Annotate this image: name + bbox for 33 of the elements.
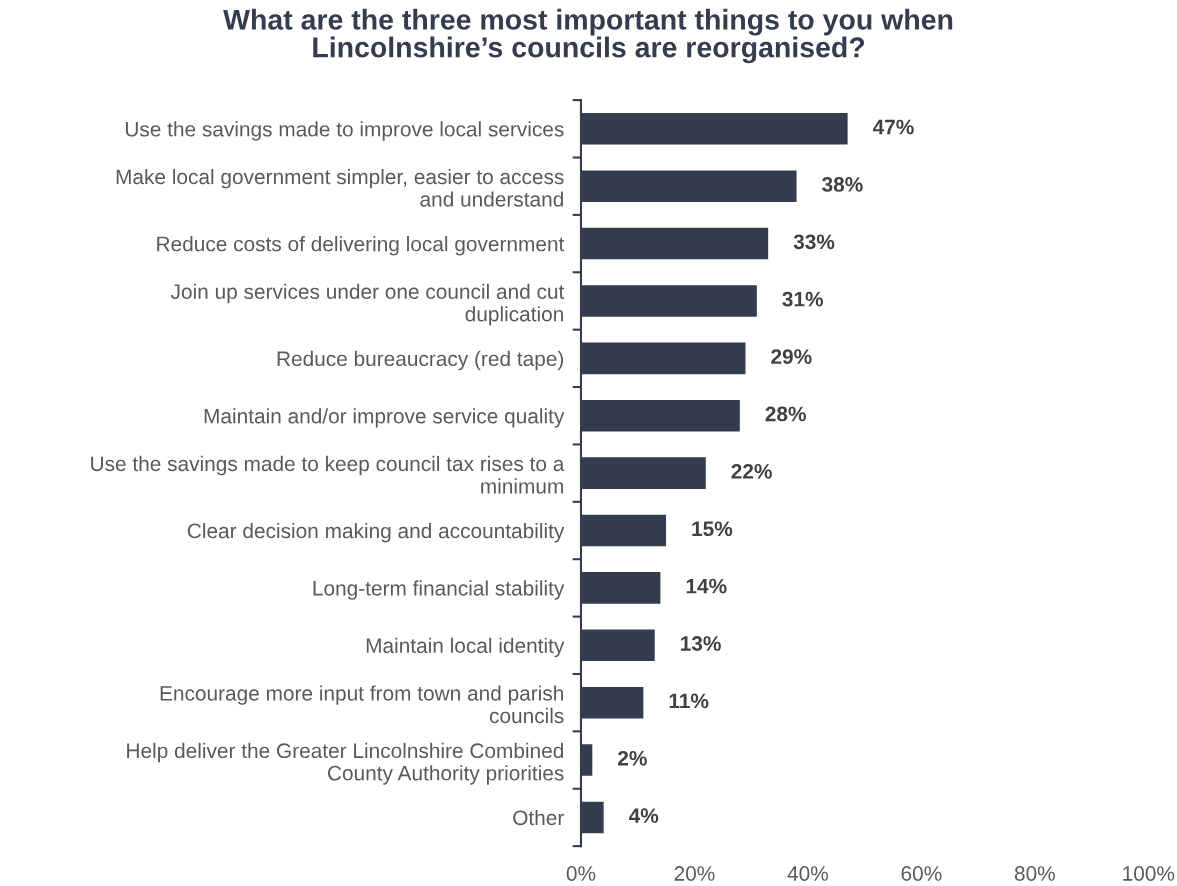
x-tick-label: 80% xyxy=(1014,866,1055,881)
y-tick-label: Encourage more input from town and parish councils xyxy=(160,685,564,724)
x-tick-label: 100% xyxy=(1123,866,1175,881)
y-tick-label: Reduce costs of delivering local government xyxy=(157,236,565,256)
y-tick-label: Other xyxy=(513,809,564,826)
y-tick-label: Help deliver the Greater Lincolnshire Combined County Authority priorities xyxy=(127,742,564,785)
x-tick-label: 40% xyxy=(787,866,828,881)
data-label: 11% xyxy=(669,693,709,709)
data-label: 13% xyxy=(681,636,721,651)
y-tick-label: Clear decision making and accountability xyxy=(187,522,565,543)
y-tick-label: Maintain and/or improve service quality xyxy=(204,408,565,428)
chart-title: What are the three most important things to you when Lincolnshire’s councils are reorganised? xyxy=(223,8,953,64)
y-tick-label: Reduce bureaucracy (red tape) xyxy=(277,350,564,371)
data-label: 2% xyxy=(618,750,647,766)
data-label: 33% xyxy=(793,234,835,250)
y-tick-label: Make local government simpler, easier to access and understand xyxy=(116,168,564,207)
y-tick-label: Maintain local identity xyxy=(366,637,565,658)
data-label: 22% xyxy=(731,463,772,479)
data-label: 14% xyxy=(686,578,727,594)
data-label: 29% xyxy=(771,349,812,364)
data-label: 38% xyxy=(822,177,863,192)
x-tick-label: 0% xyxy=(566,866,596,881)
data-label: 15% xyxy=(692,521,733,537)
y-tick-label: Use the savings made to improve local services xyxy=(125,121,564,141)
data-label: 4% xyxy=(628,808,659,823)
data-label: 28% xyxy=(765,406,806,422)
data-label: 31% xyxy=(782,291,823,307)
y-tick-label: Use the savings made to keep council tax rises to a minimum xyxy=(91,455,565,494)
y-tick-label: Long-term financial stability xyxy=(313,580,565,600)
x-tick-label: 20% xyxy=(674,866,715,881)
y-tick-label: Join up services under one council and cut duplication xyxy=(170,283,565,326)
data-label: 47% xyxy=(872,119,914,135)
x-tick-label: 60% xyxy=(901,866,942,881)
